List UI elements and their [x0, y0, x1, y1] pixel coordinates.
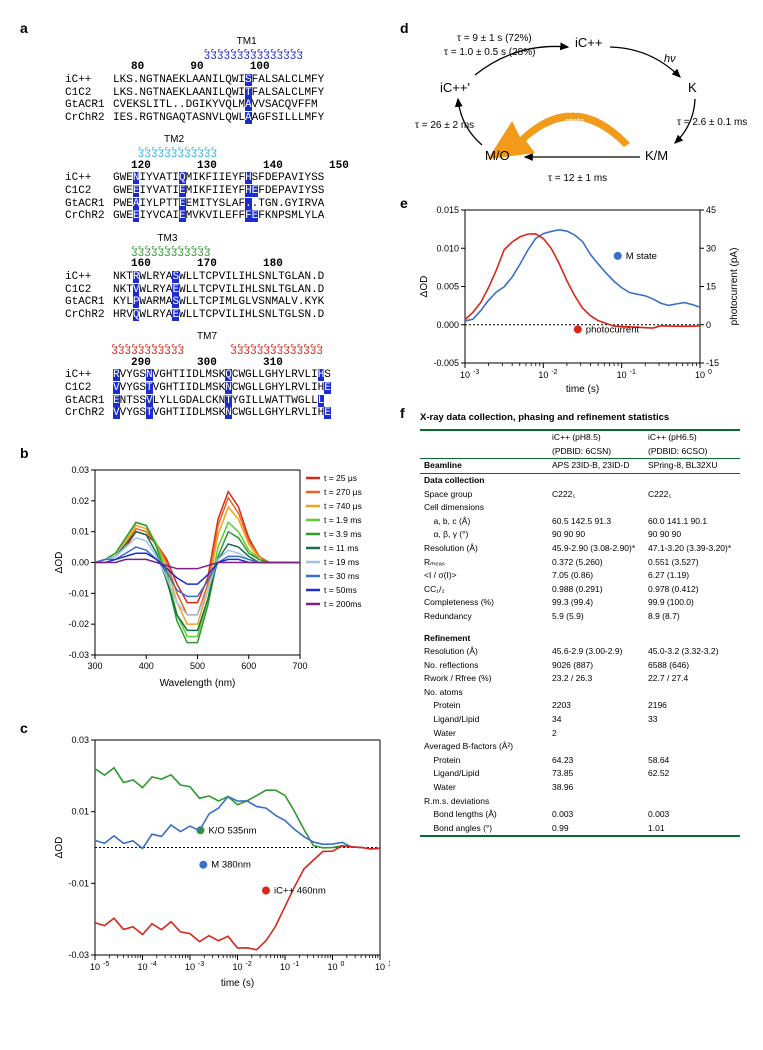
svg-text:0.01: 0.01 [71, 807, 89, 817]
svg-text:-4: -4 [151, 961, 157, 968]
svg-text:-0.01: -0.01 [68, 878, 89, 888]
svg-text:t = 200ms: t = 200ms [324, 599, 362, 609]
svg-text:0.010: 0.010 [436, 243, 459, 253]
svg-text:30: 30 [706, 243, 716, 253]
svg-text:1: 1 [388, 961, 390, 968]
svg-text:t = 50ms: t = 50ms [324, 585, 357, 595]
svg-text:photocurrent (pA): photocurrent (pA) [729, 248, 740, 326]
svg-text:0.000: 0.000 [436, 320, 459, 330]
panel-b-label: b [20, 445, 29, 461]
svg-text:-1: -1 [630, 369, 636, 376]
svg-text:time (s): time (s) [566, 384, 599, 395]
svg-text:-0.005: -0.005 [433, 358, 459, 368]
hv-label: hν [664, 53, 676, 65]
table-title: X-ray data collection, phasing and refin… [420, 410, 740, 425]
svg-text:M state: M state [626, 251, 657, 262]
panel-f-label: f [400, 405, 405, 421]
svg-text:300: 300 [87, 661, 102, 671]
panel-c-label: c [20, 720, 28, 736]
svg-text:-3: -3 [198, 961, 204, 968]
svg-text:t = 740 μs: t = 740 μs [324, 501, 362, 511]
node-KM: K/M [645, 148, 668, 163]
svg-text:-1: -1 [293, 961, 299, 968]
svg-text:-3: -3 [473, 369, 479, 376]
svg-text:0.02: 0.02 [71, 496, 89, 506]
tau4: τ = 26 ± 2 ms [415, 120, 474, 131]
svg-text:0.005: 0.005 [436, 282, 459, 292]
svg-text:-0.02: -0.02 [68, 619, 89, 629]
panel-d-label: d [400, 20, 409, 36]
svg-text:t = 270 μs: t = 270 μs [324, 487, 362, 497]
svg-text:400: 400 [139, 661, 154, 671]
figure-root: a b c d e f TM1 ჴჴჴჴჴჴჴჴჴჴჴჴჴჴჴ 80 90 10… [20, 20, 743, 1030]
svg-text:M 380nm: M 380nm [211, 860, 251, 871]
svg-text:t = 19 ms: t = 19 ms [324, 557, 359, 567]
node-icpp: iC++ [575, 35, 602, 50]
svg-text:10: 10 [460, 370, 470, 380]
svg-text:10: 10 [185, 962, 195, 972]
svg-text:45: 45 [706, 205, 716, 215]
svg-text:time (s): time (s) [221, 978, 254, 989]
svg-text:600: 600 [241, 661, 256, 671]
svg-text:10: 10 [137, 962, 147, 972]
svg-text:Wavelength (nm): Wavelength (nm) [160, 678, 236, 689]
panel-b-chart: 300 400 500 600 700 -0.03 -0.02 -0.01 0.00 0.01 0.… [50, 460, 390, 690]
node-K: K [688, 80, 697, 95]
node-icpp2: iC++' [440, 80, 470, 95]
svg-text:10: 10 [90, 962, 100, 972]
svg-text:0: 0 [341, 961, 345, 968]
tau3: τ = 12 ± 1 ms [548, 173, 607, 184]
svg-text:state: state [565, 116, 585, 126]
svg-text:700: 700 [292, 661, 307, 671]
svg-text:t = 30 ms: t = 30 ms [324, 571, 359, 581]
svg-text:-0.03: -0.03 [68, 650, 89, 660]
svg-text:K/O 535nm: K/O 535nm [208, 825, 256, 836]
svg-text:t = 25 μs: t = 25 μs [324, 473, 357, 483]
svg-text:-5: -5 [103, 961, 109, 968]
svg-text:-0.01: -0.01 [68, 588, 89, 598]
svg-text:10: 10 [617, 370, 627, 380]
panel-e-chart: 10-310-210-1100-0.0050.0000.0050.0100.01… [415, 200, 745, 395]
svg-text:10: 10 [327, 962, 337, 972]
svg-text:15: 15 [706, 282, 716, 292]
panel-a-label: a [20, 20, 28, 36]
xray-table: X-ray data collection, phasing and refin… [420, 410, 740, 837]
svg-text:500: 500 [190, 661, 205, 671]
sequence-alignment: TM1 ჴჴჴჴჴჴჴჴჴჴჴჴჴჴჴ 80 90 100iC++LKS.NGT… [65, 36, 349, 430]
svg-text:t = 1.9 ms: t = 1.9 ms [324, 515, 362, 525]
svg-text:photocurrent: photocurrent [586, 324, 640, 335]
svg-text:iC++ 460nm: iC++ 460nm [274, 886, 326, 897]
svg-text:ΔOD: ΔOD [54, 837, 65, 859]
svg-text:0: 0 [708, 369, 712, 376]
panel-e-label: e [400, 195, 408, 211]
tau1b: τ = 1.0 ± 0.5 s (28%) [444, 47, 535, 58]
svg-text:-2: -2 [246, 961, 252, 968]
svg-text:10: 10 [538, 370, 548, 380]
tau2: τ = 2.6 ± 0.1 ms [677, 117, 737, 128]
svg-text:10: 10 [695, 370, 705, 380]
svg-text:0.03: 0.03 [71, 465, 89, 475]
svg-text:0: 0 [706, 320, 711, 330]
svg-text:10: 10 [375, 962, 385, 972]
svg-text:t = 11 ms: t = 11 ms [324, 543, 359, 553]
svg-text:0.01: 0.01 [71, 527, 89, 537]
svg-text:t = 3.9 ms: t = 3.9 ms [324, 529, 362, 539]
svg-text:0.015: 0.015 [436, 205, 459, 215]
svg-text:ΔOD: ΔOD [419, 276, 430, 298]
svg-text:ΔOD: ΔOD [54, 552, 65, 574]
svg-text:-0.03: -0.03 [68, 950, 89, 960]
svg-text:0.03: 0.03 [71, 735, 89, 745]
tau1: τ = 9 ± 1 s (72%) [457, 33, 532, 44]
panel-c-chart: 10-510-410-310-210-1100101-0.03-0.010.01… [50, 730, 390, 990]
svg-text:10: 10 [232, 962, 242, 972]
svg-text:-15: -15 [706, 358, 719, 368]
node-MO: M/O [485, 148, 510, 163]
photocycle-diagram: conductingstate iC++ iC++' K K/M M/O hν … [420, 25, 730, 185]
svg-text:0.00: 0.00 [71, 558, 89, 568]
svg-text:10: 10 [280, 962, 290, 972]
svg-text:conducting: conducting [553, 105, 597, 115]
svg-text:-2: -2 [551, 369, 557, 376]
